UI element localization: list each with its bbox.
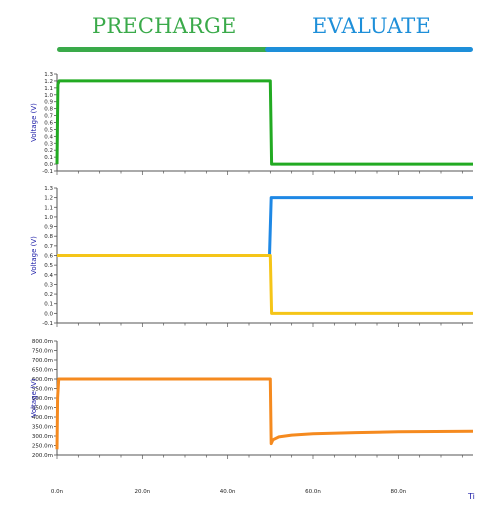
y-tick-label: 0.6 (44, 121, 53, 127)
x-tick-label: 80.0n (390, 489, 406, 495)
series-line-2-1 (268, 196, 473, 256)
y-tick-label: 0.5 (44, 127, 53, 133)
y-tick-label: 0.0 (44, 311, 53, 317)
x-axis-label: Ti (467, 492, 475, 501)
phase-bar-evaluate (265, 47, 473, 52)
y-tick-label: 1.3 (44, 186, 53, 192)
y-tick-label: 0.9 (44, 225, 53, 231)
chart-panel-1: -0.10.00.10.20.30.40.50.60.70.80.91.01.1… (30, 72, 473, 175)
y-tick-label: 700.0m (32, 358, 53, 364)
y-tick-label: 0.1 (44, 155, 53, 161)
y-tick-label: 650.0m (32, 368, 53, 374)
phase-bar-precharge (57, 47, 269, 52)
y-tick-label: 1.1 (44, 86, 53, 92)
y-tick-label: 500.0m (32, 396, 53, 402)
phase-header: PRECHARGE EVALUATE (0, 0, 495, 60)
y-axis-label: Voltage (V) (30, 236, 38, 275)
y-tick-label: 450.0m (32, 406, 53, 412)
y-tick-label: 0.4 (44, 273, 53, 279)
phase-label-evaluate: EVALUATE (312, 14, 432, 38)
y-tick-label: 1.2 (44, 79, 53, 85)
phase-label-precharge: PRECHARGE (92, 14, 237, 38)
y-tick-label: 600.0m (32, 377, 53, 383)
y-tick-label: 0.3 (44, 141, 53, 147)
y-axis-label: Voltage (V) (30, 378, 38, 417)
y-tick-label: 550.0m (32, 387, 53, 393)
y-tick-label: 0.7 (44, 114, 53, 120)
x-axis-labels: 0.0n 20.0n 40.0n 60.0n 80.0n Ti (51, 489, 475, 501)
y-tick-label: 0.5 (44, 263, 53, 269)
x-tick-label: 0.0n (51, 489, 64, 495)
y-tick-label: 0.1 (44, 302, 53, 308)
y-tick-label: 300.0m (32, 434, 53, 440)
y-tick-label: 250.0m (32, 444, 53, 450)
y-tick-label: 1.0 (44, 215, 53, 221)
y-tick-label: 0.9 (44, 100, 53, 106)
y-tick-label: 1.0 (44, 93, 53, 99)
y-tick-label: 0.0 (44, 162, 53, 168)
y-tick-label: 0.7 (44, 244, 53, 250)
series-line-3-1 (55, 377, 474, 450)
y-tick-label: 1.1 (44, 205, 53, 211)
y-tick-label: 1.3 (44, 72, 53, 78)
y-tick-label: 1.2 (44, 196, 53, 202)
x-tick-label: 20.0n (134, 489, 150, 495)
y-tick-label: 200.0m (32, 453, 53, 459)
y-tick-label: -0.1 (42, 169, 53, 175)
series-line-2-2 (57, 254, 473, 315)
chart-panel-2: -0.1 0.0 0.1 0.2 0.3 0.4 0.5 0.6 0.7 0.8 0.9 1.0 1.1… (30, 186, 473, 327)
y-tick-label: 0.8 (44, 107, 53, 113)
y-tick-label: 800.0m (32, 339, 53, 345)
y-tick-label: 0.2 (44, 292, 53, 298)
y-tick-label: 750.0m (32, 349, 53, 355)
y-tick-label: -0.1 (42, 321, 53, 327)
x-tick-label: 40.0n (220, 489, 236, 495)
y-tick-label: 0.2 (44, 148, 53, 154)
y-tick-label: 0.4 (44, 134, 53, 140)
y-tick-label: 350.0m (32, 425, 53, 431)
y-tick-label: 0.6 (44, 254, 53, 260)
series-line-1-1 (55, 79, 473, 166)
y-axis-label: Voltage (V) (30, 103, 38, 142)
y-tick-label: 0.8 (44, 234, 53, 240)
x-tick-label: 60.0n (305, 489, 321, 495)
y-tick-label: 0.3 (44, 282, 53, 288)
chart-panel-3: 200.0m 250.0m 300.0m 350.0m 400.0m 450.0m 500.… (30, 339, 474, 459)
y-tick-label: 400.0m (32, 415, 53, 421)
